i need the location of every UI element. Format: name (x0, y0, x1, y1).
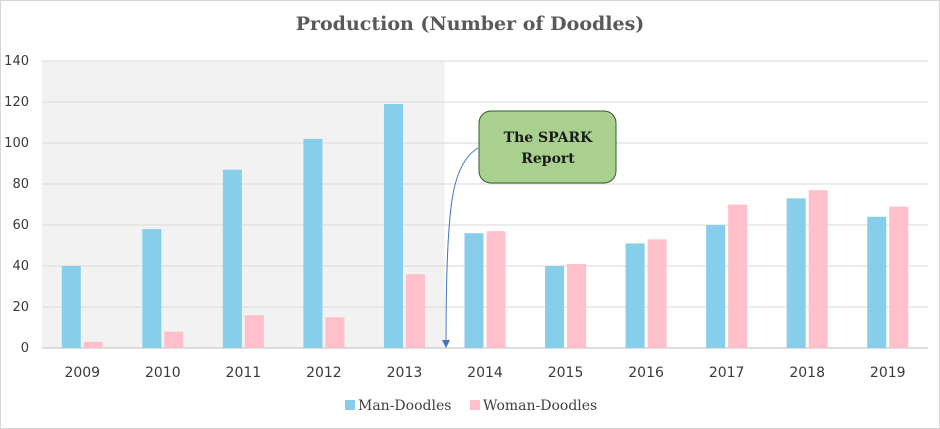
y-axis-ticks: 0 20 40 60 80 100 120 140 (4, 54, 29, 356)
bar-man-doodles-2010[interactable] (142, 229, 162, 348)
bar-woman-doodles-2009[interactable] (83, 341, 103, 348)
y-tick-label: 80 (12, 177, 29, 192)
bar-woman-doodles-2015[interactable] (567, 263, 587, 348)
bar-man-doodles-2014[interactable] (464, 233, 484, 348)
bar-man-doodles-2012[interactable] (303, 138, 323, 348)
bar-man-doodles-2016[interactable] (625, 243, 645, 348)
bars (61, 104, 909, 349)
bar-woman-doodles-2011[interactable] (244, 315, 264, 348)
x-category-label: 2015 (548, 365, 584, 381)
callout-arrowhead-icon (442, 340, 450, 348)
y-tick-label: 0 (21, 341, 29, 356)
spark-report-callout[interactable]: The SPARK Report (442, 110, 617, 348)
bar-woman-doodles-2017[interactable] (728, 204, 748, 349)
y-tick-label: 120 (4, 95, 29, 110)
legend-swatch-woman-doodles (470, 400, 480, 410)
y-tick-label: 40 (12, 259, 29, 274)
bar-man-doodles-2019[interactable] (867, 216, 887, 348)
chart-title: Production (Number of Doodles) (296, 13, 645, 35)
legend-label-woman-doodles: Woman-Doodles (483, 398, 597, 414)
bar-woman-doodles-2019[interactable] (889, 206, 909, 348)
bar-man-doodles-2009[interactable] (61, 266, 81, 348)
y-tick-label: 60 (12, 218, 29, 233)
callout-box (478, 110, 617, 184)
x-category-label: 2012 (306, 365, 342, 381)
bar-man-doodles-2015[interactable] (545, 266, 565, 348)
callout-line-2: Report (521, 151, 575, 167)
y-tick-label: 100 (4, 136, 29, 151)
bar-woman-doodles-2013[interactable] (405, 274, 425, 348)
bar-woman-doodles-2012[interactable] (325, 317, 345, 348)
bar-woman-doodles-2016[interactable] (647, 239, 667, 348)
legend-label-man-doodles: Man-Doodles (358, 398, 451, 414)
y-tick-label: 140 (4, 54, 29, 69)
callout-line-1: The SPARK (504, 130, 593, 146)
x-category-label: 2009 (64, 365, 100, 381)
x-category-label: 2013 (387, 365, 423, 381)
x-category-label: 2018 (789, 365, 825, 381)
bar-man-doodles-2011[interactable] (222, 169, 242, 348)
x-category-label: 2010 (145, 365, 181, 381)
bar-woman-doodles-2010[interactable] (164, 331, 184, 348)
x-category-label: 2011 (226, 365, 262, 381)
bar-woman-doodles-2014[interactable] (486, 231, 506, 348)
legend[interactable]: Man-Doodles Woman-Doodles (345, 398, 597, 414)
legend-swatch-man-doodles (345, 400, 355, 410)
bar-woman-doodles-2018[interactable] (808, 190, 828, 348)
x-category-label: 2014 (467, 365, 503, 381)
bar-man-doodles-2017[interactable] (706, 225, 726, 348)
x-category-label: 2016 (628, 365, 664, 381)
bar-man-doodles-2013[interactable] (383, 104, 403, 348)
x-category-label: 2019 (870, 365, 906, 381)
shaded-period (42, 61, 445, 348)
y-tick-label: 20 (12, 300, 29, 315)
callout-arrow (445, 147, 479, 343)
bar-man-doodles-2018[interactable] (786, 198, 806, 348)
x-axis-categories: 2009 2010 2011 2012 2013 2014 2015 2016 2017 2018… (64, 365, 905, 381)
x-category-label: 2017 (709, 365, 745, 381)
